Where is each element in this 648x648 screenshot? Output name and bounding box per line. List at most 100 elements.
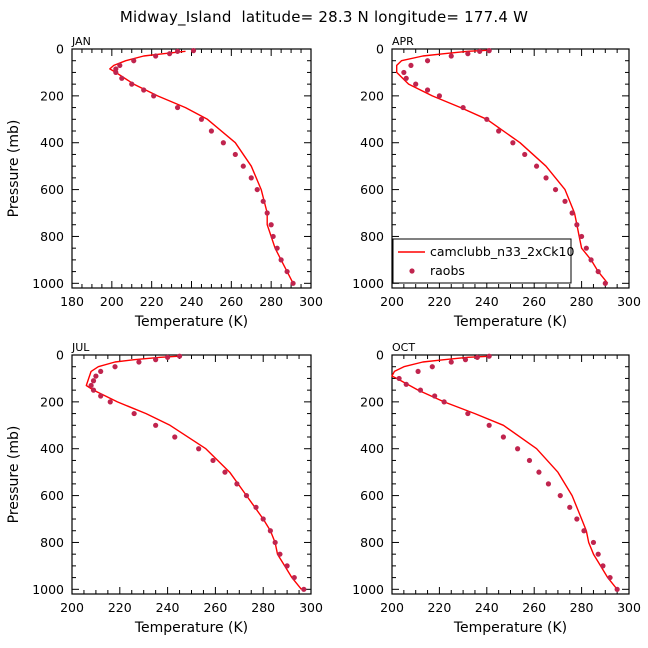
raobs-point (510, 140, 516, 146)
raobs-point (131, 58, 137, 64)
raobs-point (264, 210, 270, 216)
raobs-point (90, 387, 97, 393)
raobs-point (153, 357, 159, 363)
raobs-point (240, 163, 246, 169)
raobs-point (462, 357, 469, 363)
y-tick-label: 200 (40, 88, 64, 103)
raobs-point (417, 387, 424, 393)
raobs-point (486, 48, 492, 54)
x-tick-label: 200 (100, 294, 124, 309)
raobs-point (413, 81, 419, 87)
x-tick-label: 260 (522, 600, 546, 615)
raobs-point (243, 492, 250, 499)
raobs-point (291, 574, 297, 581)
x-tick-label: 280 (251, 600, 275, 615)
raobs-point (465, 51, 471, 57)
raobs-point (301, 586, 307, 592)
raobs-point (174, 104, 181, 111)
y-tick-label: 0 (376, 42, 384, 57)
raobs-point (196, 446, 202, 452)
panel-apr: 200 220 240 260 280 300 0 200 400 600 800 1000 Tempe… (352, 35, 641, 330)
x-tick-label: 220 (140, 294, 164, 309)
legend-box (392, 238, 572, 284)
raobs-point (460, 104, 466, 111)
raobs-point (396, 375, 402, 382)
raobs-point (93, 373, 99, 379)
raobs-point (515, 446, 521, 452)
x-tick-label: 260 (203, 600, 227, 615)
raobs-point (278, 257, 284, 263)
raobs-point (98, 393, 104, 399)
x-tick-label: 200 (60, 600, 84, 615)
raobs-point (401, 69, 407, 76)
raobs-point (113, 69, 119, 76)
panel-label: JAN (71, 35, 91, 48)
raobs-point (562, 198, 568, 204)
raobs-point (277, 551, 283, 557)
raobs-point (174, 48, 181, 54)
y-tick-label: 400 (40, 441, 64, 456)
raobs-point (500, 434, 506, 440)
raobs-point (232, 151, 238, 158)
y-axis-title: Pressure (mb) (6, 120, 22, 218)
raobs-point (222, 469, 228, 475)
raobs-point (403, 75, 409, 81)
x-tick-label: 300 (299, 294, 323, 309)
x-tick-label: 240 (475, 294, 499, 309)
raobs-point (569, 210, 575, 216)
raobs-point (602, 280, 608, 286)
raobs-point (526, 457, 533, 464)
raobs-point (153, 422, 159, 428)
y-tick-label: 400 (360, 135, 384, 150)
raobs-point (415, 368, 421, 375)
x-tick-label: 280 (570, 294, 594, 309)
y-tick-label: 200 (360, 394, 384, 409)
x-tick-label: 300 (617, 600, 641, 615)
x-tick-label: 200 (380, 600, 404, 615)
raobs-point (117, 62, 123, 69)
raobs-point (290, 280, 296, 286)
raobs-point (595, 268, 601, 275)
raobs-point (432, 393, 438, 399)
raobs-point (579, 233, 585, 240)
model-profile-line (109, 50, 294, 284)
panel-oct: 200 220 240 260 280 300 0 200 400 600 800 1000 Tempe… (352, 341, 641, 636)
x-tick-label: 300 (299, 600, 323, 615)
raobs-point (588, 257, 594, 263)
panel-label: JUL (71, 341, 90, 354)
raobs-point (153, 53, 159, 59)
raobs-point (88, 382, 94, 389)
y-axis-title: Pressure (mb) (6, 426, 22, 524)
y-tick-label: 1000 (32, 276, 64, 291)
y-tick-label: 800 (40, 229, 64, 244)
raobs-point (607, 574, 613, 581)
raobs-point (448, 359, 454, 365)
x-tick-label: 240 (475, 600, 499, 615)
raobs-point (165, 354, 171, 360)
y-tick-label: 200 (360, 88, 384, 103)
legend-label-raobs: raobs (430, 263, 465, 278)
raobs-point (119, 75, 125, 81)
panel-jan: 180 200 220 240 260 280 300 0 200 400 600 800 1000 Te… (6, 35, 323, 330)
raobs-point (136, 359, 142, 365)
panel-label: APR (392, 35, 414, 48)
raobs-point (210, 457, 216, 464)
plot-frame (391, 354, 630, 595)
plot-frame (71, 354, 312, 595)
raobs-point (545, 481, 552, 487)
raobs-point (477, 48, 483, 54)
raobs-point (403, 381, 409, 387)
raobs-point (408, 62, 414, 69)
raobs-point (496, 128, 502, 134)
raobs-point (254, 186, 260, 193)
y-tick-label: 600 (360, 488, 384, 503)
y-tick-label: 400 (360, 441, 384, 456)
raobs-point (567, 504, 573, 510)
plot-frame (71, 48, 312, 289)
raobs-point (424, 87, 431, 93)
raobs-point (176, 353, 183, 359)
panel-jul: 200 220 240 260 280 300 0 200 400 600 800 1000 Tempe… (6, 341, 323, 636)
y-tick-label: 0 (56, 42, 64, 57)
